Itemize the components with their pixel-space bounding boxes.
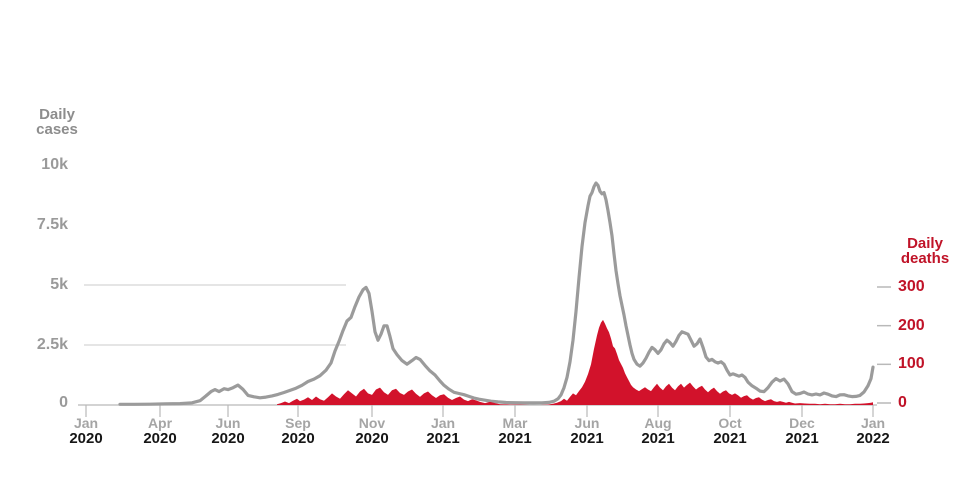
x-label-year: 2021 — [785, 430, 819, 447]
x-label-Jun-2020: Jun 2020 — [192, 415, 264, 447]
x-label-year: 2020 — [143, 430, 177, 447]
x-label-month: Nov — [358, 415, 386, 431]
x-label-year: 2021 — [498, 430, 532, 447]
x-label-Nov-2020: Nov 2020 — [336, 415, 408, 447]
x-label-year: 2021 — [570, 430, 604, 447]
x-label-month: Dec — [789, 415, 815, 431]
right-axis-title: Daily deaths — [900, 235, 950, 267]
daily-cases-line — [118, 181, 875, 406]
x-label-year: 2020 — [211, 430, 245, 447]
x-label-Dec-2021: Dec 2021 — [766, 415, 838, 447]
x-label-Aug-2021: Aug 2021 — [622, 415, 694, 447]
x-label-month: Apr — [147, 415, 173, 431]
x-label-Jun-2021: Jun 2021 — [551, 415, 623, 447]
x-label-month: Oct — [718, 415, 742, 431]
right-tick-label-0: 0 — [898, 394, 907, 411]
x-label-year: 2020 — [69, 430, 103, 447]
x-label-month: Jan — [860, 415, 886, 431]
x-label-year: 2020 — [281, 430, 315, 447]
x-label-month: Jan — [430, 415, 456, 431]
x-label-Jan-2022: Jan 2022 — [837, 415, 909, 447]
x-label-month: Sep — [285, 415, 311, 431]
x-label-year: 2021 — [713, 430, 747, 447]
x-label-month: Jan — [73, 415, 99, 431]
left-tick-label-5k: 5k — [50, 276, 68, 293]
x-label-year: 2020 — [355, 430, 389, 447]
left-tick-label-0: 0 — [59, 394, 68, 411]
x-label-Sep-2020: Sep 2020 — [262, 415, 334, 447]
x-label-month: Mar — [502, 415, 528, 431]
right-tick-label-100: 100 — [898, 355, 925, 373]
x-label-Apr-2020: Apr 2020 — [124, 415, 196, 447]
x-label-month: Aug — [644, 415, 672, 431]
x-label-year: 2021 — [426, 430, 460, 447]
x-label-Jan-2020: Jan 2020 — [50, 415, 122, 447]
left-tick-label-7.5k: 7.5k — [36, 216, 68, 233]
right-tick-label-300: 300 — [898, 278, 925, 295]
x-label-Oct-2021: Oct 2021 — [694, 415, 766, 447]
x-label-year: 2022 — [856, 430, 890, 447]
right-tick-label-200: 200 — [898, 316, 925, 334]
left-axis-title: Daily cases — [36, 106, 78, 138]
x-label-year: 2021 — [641, 430, 675, 447]
x-label-Jan-2021: Jan 2021 — [407, 415, 479, 447]
left-tick-label-2.5k: 2.5k — [36, 336, 68, 353]
x-label-Mar-2021: Mar 2021 — [479, 415, 551, 447]
x-label-month: Jun — [574, 415, 600, 431]
x-label-month: Jun — [215, 415, 241, 431]
left-tick-label-10k: 10k — [41, 156, 68, 173]
